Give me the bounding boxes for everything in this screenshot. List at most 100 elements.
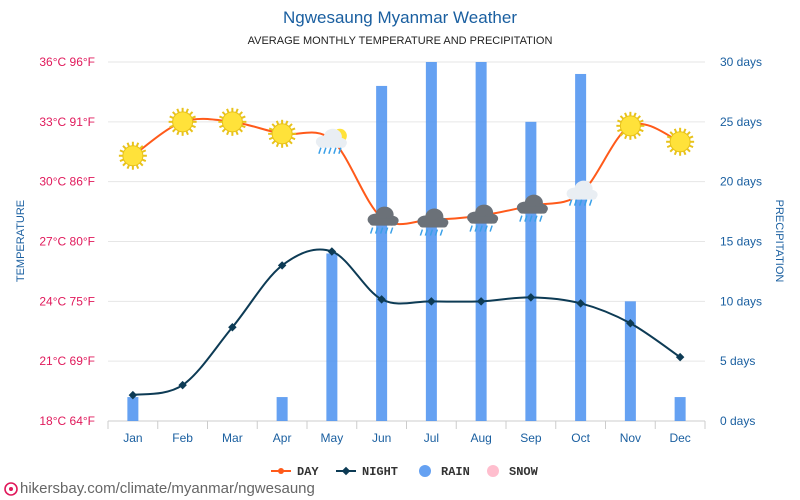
cloud-part [419,220,448,228]
right-tick-label: 30 days [720,55,762,69]
right-tick-label: 0 days [720,414,755,428]
legend-label: NIGHT [362,465,398,479]
location-pin-icon [4,482,18,496]
rain-drop [539,215,543,222]
night-point [675,352,685,362]
rain-drop [419,229,424,236]
rain-drop [588,199,593,206]
y-axis-title-right: PRECIPITATION [773,200,785,283]
legend-label: RAIN [441,465,470,479]
x-tick-label: Jan [123,431,142,445]
left-tick-label: 30°C 86°F [39,175,95,189]
axes: 18°C 64°F 0 days 21°C 69°F 5 days 24°C 75°F 1… [15,55,785,445]
rain-drop [338,147,342,155]
rain-bar [276,397,288,421]
cloud-part [518,206,547,214]
rain-drop [333,147,337,155]
legend-item-rain[interactable]: RAIN [419,465,470,479]
left-tick-label: 27°C 80°F [39,235,95,249]
rain-drop [318,147,322,155]
night-point [626,319,635,328]
rain-bar [575,73,587,421]
rain-drop [484,225,488,232]
cloud-rain-icon [467,204,499,232]
cloud-part [317,140,346,148]
right-tick-label: 25 days [720,115,762,129]
grid [107,61,706,429]
sun-icon [118,141,147,170]
x-tick-label: Oct [571,431,590,445]
cloud-part [568,192,597,200]
night-point [128,390,138,400]
rain-drop [429,229,434,236]
night-point [327,247,337,256]
left-tick-label: 36°C 96°F [39,55,95,69]
legend-marker [419,465,431,477]
x-tick-label: Jul [424,431,439,445]
legend-item-night[interactable]: NIGHT [336,465,398,479]
night-point [476,297,486,306]
x-tick-label: May [321,431,344,445]
sun-disc [619,115,641,137]
legend-marker [341,466,351,476]
night-point [377,295,386,304]
rain-drop [524,215,528,222]
sun-cloud-rain-icon [315,128,347,155]
sun-icon [666,127,695,156]
rain-drop [434,229,439,236]
weather-icons [118,107,695,236]
sun-icon [616,111,645,140]
rain-drop [474,225,478,232]
sun-disc [122,145,144,167]
x-tick-label: Feb [172,431,193,445]
rain-bar [674,397,686,421]
rain-drop [424,229,429,236]
sun-disc [172,111,194,133]
credit-link[interactable]: hikersbay.com/climate/myanmar/ngwesaung [20,480,315,497]
x-tick-label: Jun [372,431,391,445]
rain-drop [534,215,538,222]
rain-drop [519,215,523,222]
rain-drop [323,147,327,155]
y-axis-title-left: TEMPERATURE [15,200,27,282]
x-tick-label: Aug [470,431,491,445]
sun-disc [669,131,691,153]
night-point [178,380,187,390]
legend[interactable]: DAY NIGHT RAIN SNOW [271,465,539,479]
rain-drop [389,227,394,234]
night-point [576,299,585,308]
night-line [132,248,681,397]
rain-drop [469,225,473,232]
rain-bar [624,301,636,421]
rain-drop [479,225,483,232]
right-tick-label: 10 days [720,294,762,308]
cloud-rain-icon [417,208,449,236]
cloud-rain-icon [367,206,399,234]
rain-drop [489,225,493,232]
x-tick-label: Sep [520,431,542,445]
legend-marker [278,468,284,474]
chart-title: Ngwesaung Myanmar Weather [282,8,517,27]
cloud-part [369,218,398,226]
cloud-part [469,216,498,224]
legend-label: SNOW [509,465,539,479]
rain-drop [583,199,588,206]
sun-icon [168,107,197,136]
sun-icon [218,107,247,136]
sun-disc [271,123,293,145]
rain-drop [328,147,332,155]
rain-drop [379,227,384,234]
rain-drop [374,227,379,234]
rain-bar [525,121,537,421]
rain-bar [326,253,338,421]
x-tick-label: Dec [669,431,690,445]
left-tick-label: 33°C 91°F [39,115,95,129]
right-tick-label: 5 days [720,354,755,368]
legend-item-day[interactable]: DAY [271,465,319,479]
x-tick-label: Apr [273,431,292,445]
rain-drop [439,229,444,236]
left-tick-label: 24°C 75°F [39,294,95,308]
legend-item-snow[interactable]: SNOW [487,465,539,479]
night-point [277,261,287,270]
